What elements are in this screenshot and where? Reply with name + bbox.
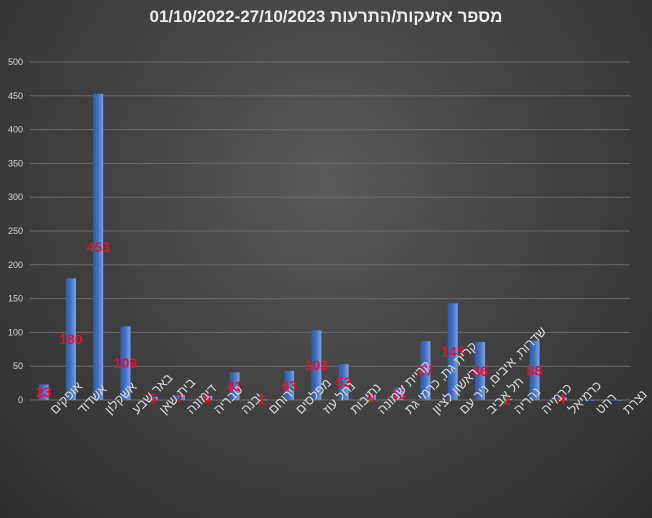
data-label: 53 bbox=[336, 374, 352, 390]
data-label: 1 bbox=[258, 392, 266, 408]
bar bbox=[175, 395, 185, 400]
y-tick-label: 350 bbox=[8, 158, 23, 168]
y-tick-label: 150 bbox=[8, 294, 23, 304]
bar bbox=[38, 384, 49, 400]
bar bbox=[256, 399, 267, 401]
data-label: 41 bbox=[227, 378, 243, 394]
bar bbox=[556, 397, 567, 400]
data-label: 180 bbox=[59, 331, 83, 347]
data-label: 88 bbox=[527, 362, 543, 378]
data-label: 2 bbox=[503, 391, 511, 407]
y-tick-label: 100 bbox=[8, 327, 23, 337]
data-label: 7 bbox=[176, 390, 184, 406]
bar bbox=[502, 398, 513, 400]
y-tick-label: 50 bbox=[13, 361, 23, 371]
data-label: 143 bbox=[441, 344, 465, 360]
data-label: 8 bbox=[367, 389, 375, 405]
bar bbox=[229, 372, 240, 400]
y-tick-label: 200 bbox=[8, 260, 23, 270]
bar bbox=[475, 341, 485, 400]
y-tick-label: 500 bbox=[8, 57, 23, 67]
data-label: 103 bbox=[305, 357, 329, 373]
data-label: 87 bbox=[418, 363, 434, 379]
bar bbox=[93, 93, 104, 400]
data-label: 5 bbox=[149, 390, 157, 406]
category-label: נצרת bbox=[620, 387, 650, 417]
bar bbox=[147, 396, 158, 400]
bar bbox=[447, 303, 458, 400]
bar bbox=[65, 278, 76, 400]
data-label: 6 bbox=[203, 390, 211, 406]
data-label: 86 bbox=[472, 363, 488, 379]
bar bbox=[311, 330, 322, 400]
chart-title: מספר אזעקות/התרעות 01/10/2022-27/10/2023 bbox=[149, 7, 503, 26]
bar bbox=[120, 326, 131, 400]
y-axis-ticks: 0 50 100 150 200 250 300 350 400 450 500 bbox=[8, 57, 23, 405]
bar bbox=[393, 387, 404, 400]
bars bbox=[38, 93, 622, 401]
bar bbox=[365, 394, 376, 400]
bar bbox=[202, 395, 213, 400]
data-label: 23 bbox=[36, 384, 52, 400]
bar bbox=[529, 340, 540, 400]
y-tick-label: 300 bbox=[8, 192, 23, 202]
bar bbox=[420, 341, 431, 400]
y-tick-label: 250 bbox=[8, 226, 23, 236]
data-label: 453 bbox=[87, 239, 111, 255]
data-label: 18 bbox=[390, 386, 406, 402]
bar bbox=[584, 400, 595, 401]
bar bbox=[611, 400, 622, 401]
y-tick-label: 0 bbox=[18, 395, 23, 405]
bar bbox=[284, 370, 295, 400]
y-tick-label: 400 bbox=[8, 125, 23, 135]
data-label: 109 bbox=[114, 355, 138, 371]
data-label: 43 bbox=[281, 377, 297, 393]
data-label: 4 bbox=[558, 391, 566, 407]
gridlines bbox=[30, 61, 630, 401]
y-tick-label: 450 bbox=[8, 91, 23, 101]
bar bbox=[338, 364, 349, 400]
